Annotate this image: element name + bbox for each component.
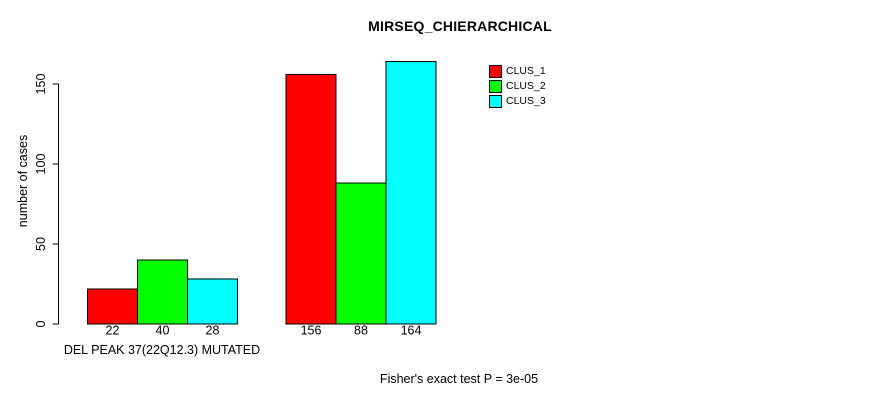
legend: CLUS_1 CLUS_2 CLUS_3 bbox=[489, 64, 546, 109]
legend-item-clus-2: CLUS_2 bbox=[489, 79, 546, 94]
legend-item-clus-1: CLUS_1 bbox=[489, 64, 546, 79]
bar-clus_2-group1 bbox=[137, 259, 188, 325]
legend-swatch-clus-1-icon bbox=[489, 65, 502, 78]
legend-label-clus-3: CLUS_3 bbox=[506, 95, 546, 107]
legend-item-clus-3: CLUS_3 bbox=[489, 94, 546, 109]
chart-title: MIRSEQ_CHIERARCHICAL bbox=[368, 18, 552, 34]
y-axis-tick-label: 50 bbox=[34, 237, 48, 251]
bar-clus_3-group2 bbox=[385, 61, 437, 325]
y-axis-title: number of cases bbox=[16, 135, 30, 227]
bar-value-label: 22 bbox=[106, 324, 120, 338]
y-axis-tick-label: 150 bbox=[34, 74, 48, 95]
fisher-test-footnote: Fisher's exact test P = 3e-05 bbox=[379, 372, 539, 386]
x-axis-group-label: DEL PEAK 37(22Q12.3) MUTATED bbox=[63, 343, 261, 357]
bar-value-label: 40 bbox=[156, 324, 170, 338]
bar-value-label: 88 bbox=[354, 324, 368, 338]
bar-value-label: 28 bbox=[206, 324, 220, 338]
bar-clus_1-group1 bbox=[87, 288, 138, 325]
bar-value-label: 156 bbox=[301, 324, 322, 338]
legend-label-clus-1: CLUS_1 bbox=[506, 65, 546, 77]
legend-swatch-clus-3-icon bbox=[489, 95, 502, 108]
legend-label-clus-2: CLUS_2 bbox=[506, 80, 546, 92]
bar-clus_2-group2 bbox=[335, 182, 387, 325]
bar-clus_1-group2 bbox=[285, 73, 337, 325]
bar-value-label: 164 bbox=[401, 324, 422, 338]
y-axis-tick-label: 0 bbox=[34, 320, 48, 327]
bar-clus_3-group1 bbox=[187, 278, 238, 325]
legend-swatch-clus-2-icon bbox=[489, 80, 502, 93]
y-axis-tick-label: 100 bbox=[34, 154, 48, 175]
